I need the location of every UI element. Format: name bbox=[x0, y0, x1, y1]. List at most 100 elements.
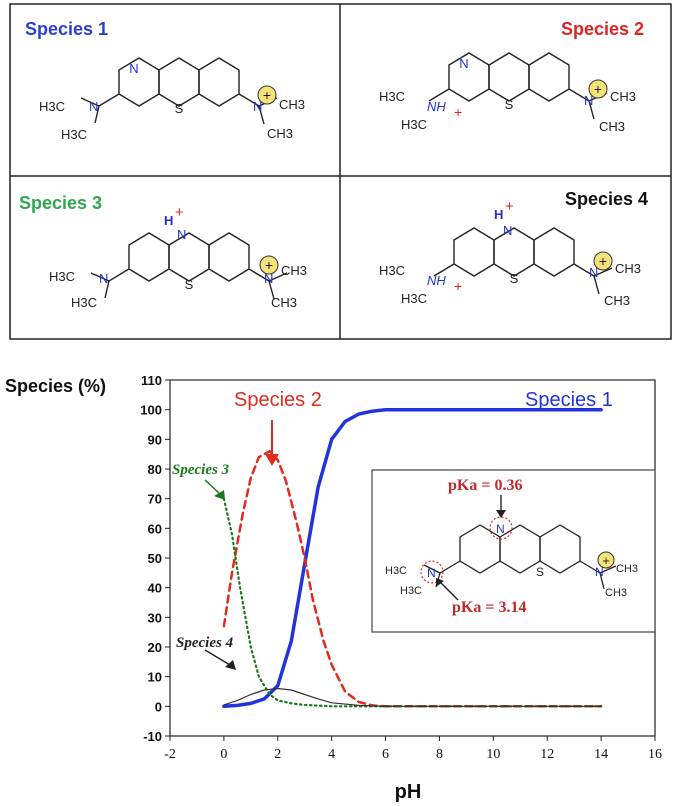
atom-ch3-3b: CH3 bbox=[271, 295, 297, 310]
atom-n-top-4: N bbox=[503, 223, 512, 238]
y-tick-label: 100 bbox=[140, 403, 162, 418]
pka-site-circle-1 bbox=[489, 516, 513, 540]
atom-h3c-1b: H3C bbox=[61, 127, 87, 142]
atom-h3c-4b: H3C bbox=[401, 291, 427, 306]
pka-label-1: pKa = 0.36 bbox=[448, 477, 522, 494]
panel-title-species-3: Species 3 bbox=[19, 193, 102, 213]
atom-h3c-3b: H3C bbox=[71, 295, 97, 310]
arrow-species-4 bbox=[204, 649, 231, 666]
series-line-1 bbox=[222, 407, 603, 709]
x-tick-label: 2 bbox=[274, 747, 281, 762]
plus-charge-4: + bbox=[599, 253, 607, 269]
y-tick-label: 90 bbox=[148, 432, 162, 447]
inset-ch3-b: CH3 bbox=[605, 587, 627, 599]
atom-n-right-4: N bbox=[589, 265, 598, 280]
annotation-species-2: Species 2 bbox=[234, 389, 322, 411]
y-tick-label: 0 bbox=[155, 699, 162, 714]
inset-plus: + bbox=[602, 553, 610, 568]
pka-label-2: pKa = 3.14 bbox=[452, 599, 526, 616]
annotation-species-3: Species 3 bbox=[172, 462, 230, 478]
atom-n-right-3: N bbox=[264, 271, 273, 286]
inset-h3c-b: H3C bbox=[400, 585, 422, 597]
y-tick-label: 110 bbox=[141, 373, 162, 388]
chart-series bbox=[222, 407, 603, 709]
inset-atom-n-top: N bbox=[496, 522, 505, 536]
arrowhead-species-3 bbox=[214, 490, 225, 500]
y-tick-label: 80 bbox=[148, 462, 162, 477]
atom-h3c-3a: H3C bbox=[49, 269, 75, 284]
y-tick-label: 30 bbox=[148, 610, 162, 625]
pka-site-circle-2 bbox=[420, 560, 444, 584]
x-tick-label: 12 bbox=[540, 747, 554, 762]
y-tick-label: 70 bbox=[148, 492, 162, 507]
atom-n-right-1: N bbox=[253, 99, 262, 114]
atom-ch3-4a: CH3 bbox=[615, 261, 641, 276]
atom-nh-2: NH bbox=[427, 99, 446, 114]
series-line-4 bbox=[223, 687, 602, 707]
inset-atom-s: S bbox=[536, 565, 544, 579]
atom-n-top-2: N bbox=[459, 56, 468, 71]
plus-red-4b: + bbox=[454, 278, 462, 294]
x-tick-label: 0 bbox=[220, 747, 227, 762]
plus-red-4a: + bbox=[505, 198, 514, 215]
x-tick-label: 6 bbox=[382, 747, 389, 762]
speciation-chart: -10 0 10 20 30 40 50 60 70 80 90 100 110 -2 0 2 4 6 8 10 12 1… bbox=[5, 373, 662, 803]
arrow-species-3 bbox=[204, 479, 221, 495]
plus-red-3: + bbox=[175, 204, 184, 221]
atom-ch3-1b: CH3 bbox=[267, 126, 293, 141]
plus-charge-icon bbox=[588, 79, 608, 99]
atom-ch3-2a: CH3 bbox=[610, 89, 636, 104]
atom-h-3: H bbox=[164, 213, 173, 228]
annotation-species-4: Species 4 bbox=[176, 635, 234, 651]
plus-charge-2: + bbox=[594, 81, 602, 97]
atom-ch3-4b: CH3 bbox=[604, 293, 630, 308]
x-axis-label: pH bbox=[395, 781, 422, 803]
atom-h3c-2a: H3C bbox=[379, 89, 405, 104]
arrowhead-species-2 bbox=[265, 454, 279, 466]
atom-s-4: S bbox=[510, 271, 519, 286]
molecule-species-3 bbox=[90, 232, 288, 300]
y-tick-label: -10 bbox=[143, 729, 162, 744]
pka-arrowhead-1 bbox=[496, 510, 506, 518]
atom-ch3-3a: CH3 bbox=[281, 263, 307, 278]
inset-ch3-a: CH3 bbox=[616, 563, 638, 575]
atom-s-2: S bbox=[505, 97, 514, 112]
y-tick-label: 40 bbox=[148, 581, 162, 596]
pka-arrow-2 bbox=[439, 581, 459, 601]
plus-charge-icon bbox=[597, 551, 615, 569]
atom-s-1: S bbox=[175, 101, 184, 116]
plus-charge-icon bbox=[593, 251, 613, 271]
panel-title-species-2: Species 2 bbox=[561, 19, 644, 39]
inset-atom-n-right: N bbox=[595, 565, 604, 579]
atom-n-left-3: N bbox=[99, 271, 108, 286]
y-tick-label: 50 bbox=[148, 551, 162, 566]
atom-n-top-3: N bbox=[177, 227, 186, 242]
plus-charge-icon bbox=[259, 255, 279, 275]
atom-ch3-2b: CH3 bbox=[599, 119, 625, 134]
plus-charge-icon bbox=[257, 85, 277, 105]
plus-red-2: + bbox=[454, 104, 462, 120]
panel-title-species-1: Species 1 bbox=[25, 19, 108, 39]
series-line-3 bbox=[222, 497, 603, 708]
x-tick-label: -2 bbox=[164, 747, 176, 762]
atom-n-right-2: N bbox=[584, 93, 593, 108]
x-tick-label: 10 bbox=[486, 747, 500, 762]
y-tick-label: 10 bbox=[148, 670, 162, 685]
pka-arrowhead-2 bbox=[436, 578, 444, 587]
pka-inset: N N S N + H3C H3C CH3 CH3 pKa = 0.36 pKa… bbox=[371, 469, 656, 633]
inset-atom-n-left: N bbox=[427, 566, 436, 580]
panel-title-species-4: Species 4 bbox=[565, 189, 648, 209]
atom-ch3-1a: CH3 bbox=[279, 97, 305, 112]
x-tick-label: 4 bbox=[328, 747, 335, 762]
plus-charge-3: + bbox=[265, 257, 273, 273]
inset-h3c-a: H3C bbox=[385, 565, 407, 577]
y-tick-label: 60 bbox=[148, 521, 162, 536]
species-structures-grid: Species 1 Species 2 Species 3 Species 4 … bbox=[9, 3, 672, 340]
x-tick-label: 16 bbox=[648, 747, 662, 762]
atom-h3c-4a: H3C bbox=[379, 263, 405, 278]
plus-charge-1: + bbox=[263, 87, 271, 103]
atom-s-3: S bbox=[185, 277, 194, 292]
atom-nh-4: NH bbox=[427, 273, 446, 288]
annotation-species-1: Species 1 bbox=[525, 389, 613, 411]
atom-h3c-1a: H3C bbox=[39, 99, 65, 114]
